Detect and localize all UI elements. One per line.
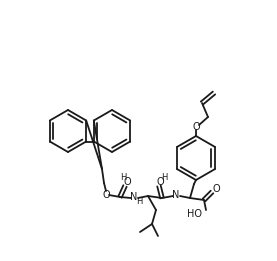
Text: O: O (156, 177, 164, 187)
Text: H: H (120, 173, 126, 181)
Text: N: N (172, 190, 180, 200)
Text: HO: HO (187, 209, 202, 219)
Text: H: H (136, 198, 142, 206)
Text: O: O (212, 184, 220, 194)
Text: H: H (161, 174, 167, 182)
Text: O: O (192, 122, 200, 132)
Text: N: N (130, 192, 138, 202)
Text: O: O (123, 177, 131, 187)
Text: O: O (102, 190, 110, 200)
